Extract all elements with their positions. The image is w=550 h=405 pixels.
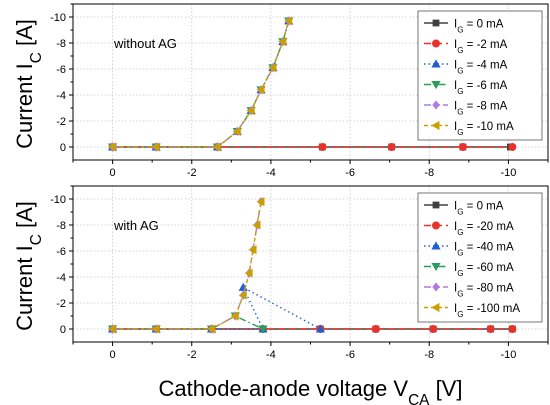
data-point: [268, 63, 277, 73]
legend-marker: [431, 302, 440, 313]
data-point: [318, 143, 327, 151]
legend-marker: [431, 81, 441, 90]
data-point: [256, 85, 265, 95]
panel-with-ag: 0 -2 -4 -6 -8 -10 0 -2 -4 -6 -8 -10 Current IC [A] wi…: [12, 185, 549, 405]
legend-label: IG = -60 mA: [454, 262, 514, 278]
data-point: [246, 106, 255, 116]
panel-without-ag: 0 -2 -4 -6 -8 -10 0 -2 -4 -6 -8 -10 Current IC [A] wi…: [12, 3, 549, 179]
legend-marker: [432, 39, 440, 48]
y-tick-label: -8: [56, 220, 66, 232]
legend-marker: [432, 282, 440, 292]
x-tick-label: -10: [500, 349, 516, 361]
data-point: [278, 37, 287, 47]
data-point: [232, 126, 241, 136]
data-point: [508, 325, 517, 333]
x-tick-label: -8: [424, 167, 434, 179]
x-tick-label: 0: [110, 167, 116, 179]
y-axis-label: Current IC [A]: [12, 19, 45, 149]
y-tick-label: -6: [56, 64, 66, 76]
y-tick-label: -10: [50, 194, 66, 206]
legend-marker: [431, 263, 441, 272]
y-tick-label: 0: [60, 142, 66, 154]
data-point: [284, 16, 293, 26]
legend-label: IG = -6 mA: [454, 80, 508, 96]
x-tick-label: -8: [424, 349, 434, 361]
panel-annotation: with AG: [113, 218, 159, 233]
legend: IG = 0 mA IG = -20 mA IG = -40 mA IG = -60 …: [417, 192, 543, 323]
series-5: [107, 16, 293, 152]
x-tick-label: -2: [187, 349, 197, 361]
legend: IG = 0 mA IG = -2 mA IG = -4 mA IG = -6 mA I…: [417, 10, 543, 141]
x-tick-label: -2: [187, 167, 197, 179]
panel-annotation: without AG: [113, 36, 177, 51]
legend-marker: [431, 120, 440, 131]
legend-label: IG = -80 mA: [454, 283, 514, 299]
legend-marker: [431, 241, 441, 250]
data-point: [429, 325, 438, 333]
data-point: [371, 325, 380, 333]
data-point: [206, 324, 215, 334]
legend-label: IG = 0 mA: [454, 201, 504, 217]
data-point: [508, 143, 517, 151]
legend-box: [417, 192, 543, 323]
y-tick-label: -4: [56, 272, 66, 284]
legend-marker: [431, 59, 441, 68]
x-tick-label: -4: [266, 349, 276, 361]
legend-label: IG = -10 mA: [454, 121, 514, 137]
legend-label: IG = -8 mA: [454, 101, 508, 117]
data-point: [107, 324, 117, 334]
y-tick-label: -2: [56, 116, 66, 128]
y-tick-label: -10: [50, 12, 66, 24]
legend-marker: [432, 100, 440, 110]
series-3: [107, 312, 268, 334]
legend-label: IG = -40 mA: [454, 242, 514, 258]
x-tick-label: -6: [345, 167, 355, 179]
legend-label: IG = -4 mA: [454, 60, 508, 76]
x-axis-label: Cathode-anode voltage VCA [V]: [159, 376, 463, 405]
y-axis-label: Current IC [A]: [12, 201, 45, 331]
legend-label: IG = 0 mA: [454, 19, 504, 35]
data-point: [252, 220, 261, 230]
legend-marker: [432, 221, 440, 230]
series-line: [112, 315, 264, 330]
data-point: [238, 290, 247, 300]
data-point: [107, 142, 117, 152]
legend-box: [417, 10, 543, 141]
data-point: [230, 311, 239, 321]
data-point: [458, 143, 467, 151]
y-tick-label: 0: [60, 324, 66, 336]
data-point: [315, 324, 325, 333]
legend-label: IG = -20 mA: [454, 221, 514, 237]
x-tick-label: -10: [500, 167, 516, 179]
legend-marker: [432, 201, 440, 209]
series-5: [107, 197, 265, 334]
legend-label: IG = -100 mA: [454, 303, 520, 319]
y-tick-label: -6: [56, 246, 66, 258]
x-tick-label: -4: [266, 167, 276, 179]
data-point: [212, 142, 221, 152]
data-point: [248, 245, 257, 255]
data-point: [486, 325, 495, 333]
series-2: [107, 282, 325, 333]
y-tick-label: -4: [56, 90, 66, 102]
series-line: [112, 285, 321, 330]
data-point: [258, 325, 268, 334]
x-tick-label: 0: [110, 349, 116, 361]
data-point: [238, 282, 248, 291]
data-point: [387, 143, 396, 151]
x-tick-label: -6: [345, 349, 355, 361]
legend-label: IG = -2 mA: [454, 39, 508, 55]
data-point: [151, 142, 160, 152]
y-tick-label: -8: [56, 38, 66, 50]
y-tick-label: -2: [56, 298, 66, 310]
data-point: [151, 324, 160, 334]
legend-marker: [432, 19, 440, 27]
data-point: [244, 268, 253, 278]
data-point: [256, 197, 265, 207]
